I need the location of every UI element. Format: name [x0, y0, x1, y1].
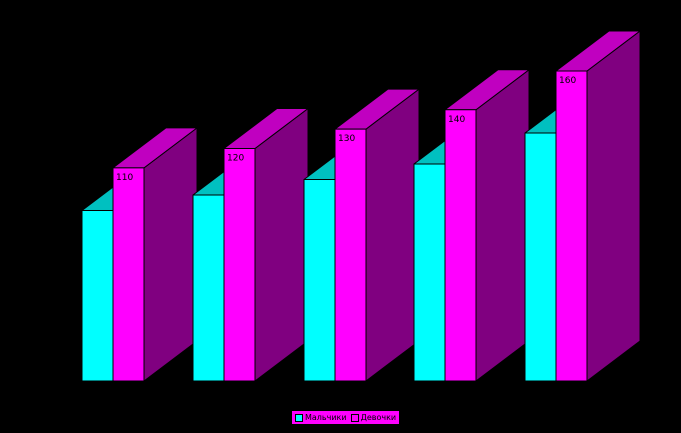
legend-item-series-2: Девочки: [350, 412, 397, 423]
legend-item-series-1: Мальчики: [295, 413, 347, 423]
legend-label-series-1: Мальчики: [305, 412, 347, 422]
data-label-c5: 160: [559, 76, 576, 86]
bar-s2-c5-side: [586, 30, 641, 382]
bar-s2-c2-side: [254, 108, 309, 382]
bar-s2-c4-front: [444, 109, 477, 382]
bar-s1-c5-front: [524, 132, 557, 382]
data-label-c3: 130: [338, 134, 355, 144]
bar-s2-c3-front: [334, 128, 367, 382]
data-label-c2: 120: [227, 154, 244, 164]
bar-s1-c1-front: [81, 210, 114, 382]
chart-legend: Мальчики Девочки: [292, 411, 400, 424]
bar-s2-c3-side: [365, 88, 420, 382]
bar-s1-c3-front: [303, 179, 336, 382]
bar-s1-c2-front: [192, 194, 225, 382]
legend-swatch-series-2: [350, 413, 359, 422]
bar-s2-c2-front: [223, 148, 256, 382]
legend-label-series-2: Девочки: [360, 412, 397, 422]
data-label-c1: 110: [116, 173, 133, 183]
bar-s2-c1-front: [112, 167, 145, 382]
data-label-c4: 140: [448, 115, 465, 125]
bar-s1-c4-front: [413, 163, 446, 382]
bar-s2-c5-front: [555, 70, 588, 382]
bar-s2-c4-side: [475, 69, 530, 382]
legend-swatch-series-1: [295, 413, 303, 422]
bar-s2-c1-side: [143, 127, 198, 382]
